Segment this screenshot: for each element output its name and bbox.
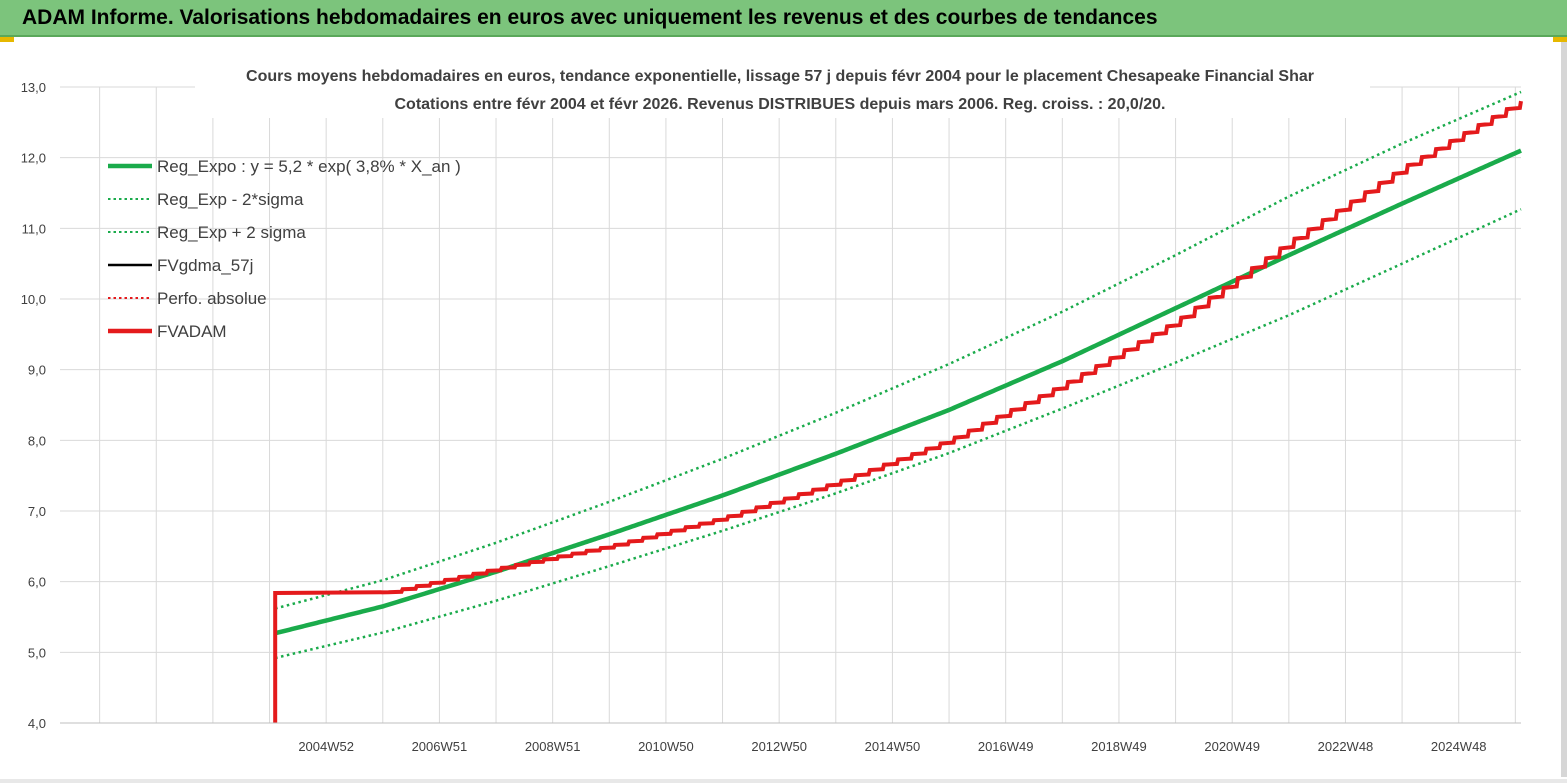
right-scroll-edge [1561,42,1567,777]
y-tick-label: 10,0 [21,292,46,307]
report-title: ADAM Informe. Valorisations hebdomadaire… [22,6,1158,29]
x-tick-label: 2016W49 [978,739,1034,754]
x-tick-label: 2006W51 [412,739,468,754]
legend-label: Reg_Exp + 2 sigma [157,223,306,242]
legend-label: FVgdma_57j [157,256,253,275]
series-line-reg-exp-plus-2-sigma [274,90,1522,610]
y-tick-label: 7,0 [28,504,46,519]
legend-label: Reg_Exp - 2*sigma [157,190,304,209]
y-tick-label: 6,0 [28,575,46,590]
bottom-edge [0,779,1567,783]
y-tick-label: 13,0 [21,80,46,95]
x-tick-label: 2010W50 [638,739,694,754]
legend-label: FVADAM [157,322,227,341]
corner-accent-right [1553,37,1567,42]
chart-series [273,90,1523,723]
y-tick-label: 12,0 [21,151,46,166]
chart-title-line-1: Cours moyens hebdomadaires en euros, ten… [246,68,1314,85]
chart-axes: 4,0 5,0 6,0 7,0 8,0 9,0 10,0 11,0 12,0 13,0 2004W5… [21,80,1521,754]
x-tick-label: 2012W50 [751,739,807,754]
y-tick-label: 11,0 [22,221,46,236]
series-line-fvadam [273,100,1523,723]
y-tick-label: 4,0 [28,716,46,731]
series-line-reg-exp-minus-2-sigma [274,208,1522,660]
y-tick-label: 8,0 [28,433,46,448]
x-tick-label: 2018W49 [1091,739,1147,754]
legend-label: Perfo. absolue [157,289,267,308]
chart-title-line-2: Cotations entre févr 2004 et févr 2026. … [395,96,1166,113]
x-tick-label: 2008W51 [525,739,581,754]
x-tick-label: 2020W49 [1204,739,1260,754]
x-tick-label: 2022W48 [1318,739,1374,754]
series-line-reg-expo [274,148,1522,636]
x-tick-label: 2014W50 [865,739,921,754]
y-tick-label: 5,0 [28,645,46,660]
x-tick-label: 2024W48 [1431,739,1487,754]
y-tick-label: 9,0 [28,363,46,378]
chart-gridlines [60,86,1521,724]
chart-legend: Reg_Expo : y = 5,2 * exp( 3,8% * X_an ) R… [108,157,461,341]
report-header-banner: ADAM Informe. Valorisations hebdomadaire… [0,0,1567,37]
corner-accent-left [0,37,14,42]
legend-label: Reg_Expo : y = 5,2 * exp( 3,8% * X_an ) [157,157,461,176]
x-tick-label: 2004W52 [298,739,354,754]
chart-title-background [195,62,1370,118]
